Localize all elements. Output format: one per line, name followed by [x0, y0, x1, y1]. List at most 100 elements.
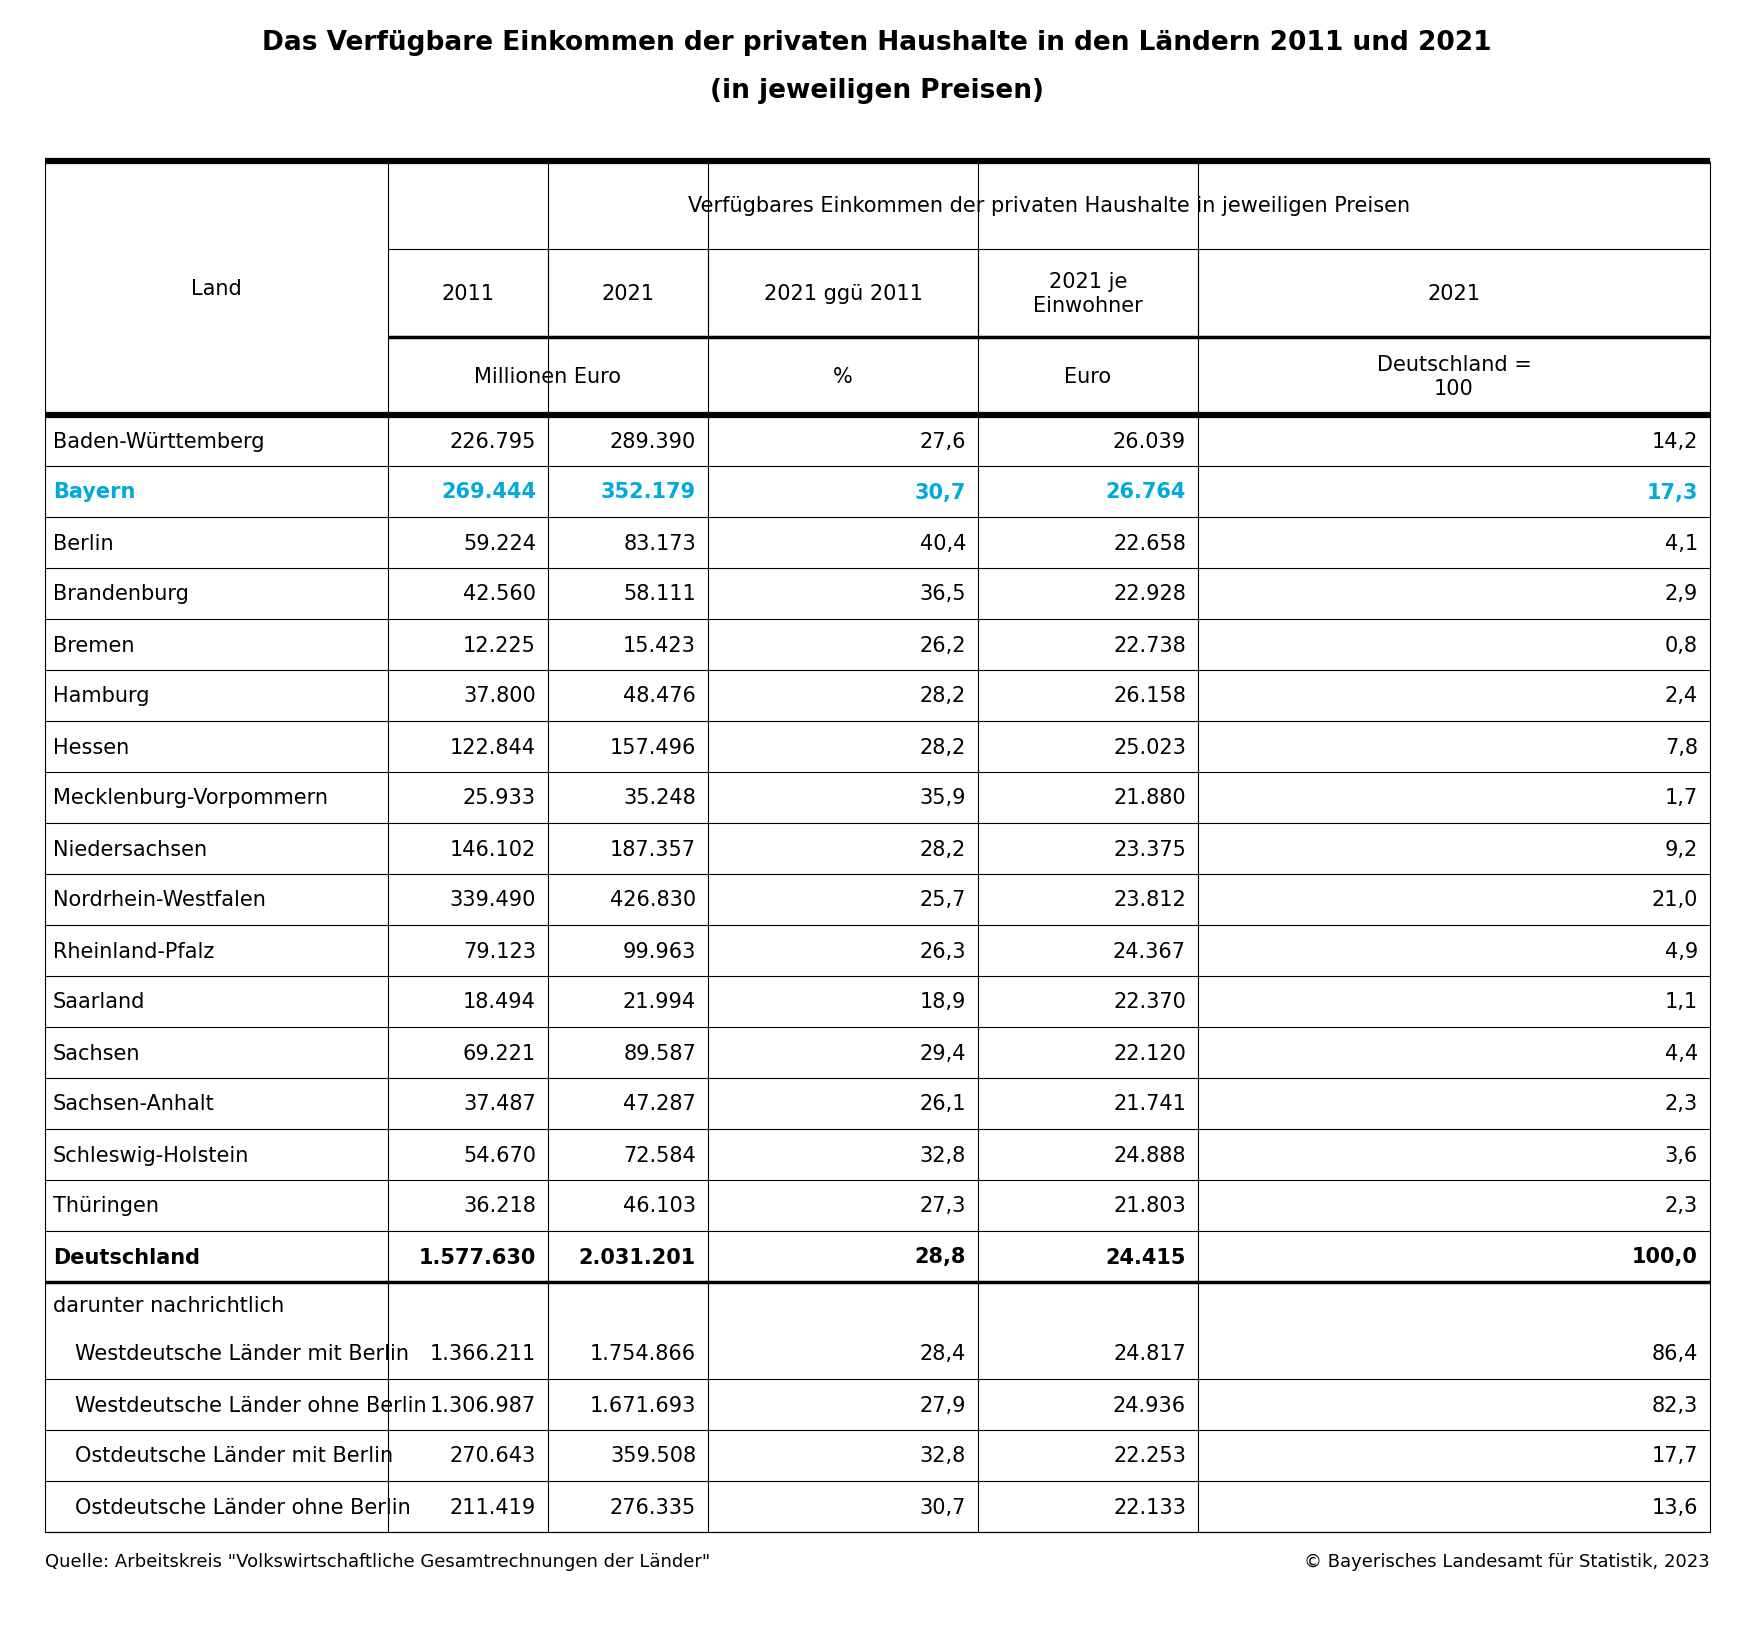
Text: 2,4: 2,4 — [1665, 686, 1698, 705]
Text: 30,7: 30,7 — [919, 1496, 966, 1516]
Text: 21,0: 21,0 — [1652, 890, 1698, 910]
Text: 35,9: 35,9 — [919, 788, 966, 808]
Text: 24.888: 24.888 — [1114, 1145, 1186, 1165]
Text: Mecklenburg-Vorpommern: Mecklenburg-Vorpommern — [53, 788, 328, 808]
Text: Berlin: Berlin — [53, 534, 114, 554]
Text: %: % — [833, 368, 852, 387]
Text: 28,2: 28,2 — [919, 839, 966, 859]
Text: 89.587: 89.587 — [623, 1043, 696, 1063]
Text: 9,2: 9,2 — [1665, 839, 1698, 859]
Text: Deutschland: Deutschland — [53, 1248, 200, 1267]
Text: © Bayerisches Landesamt für Statistik, 2023: © Bayerisches Landesamt für Statistik, 2… — [1305, 1552, 1710, 1571]
Text: 17,7: 17,7 — [1652, 1445, 1698, 1465]
Text: 2021: 2021 — [1428, 283, 1480, 303]
Text: 2,3: 2,3 — [1665, 1094, 1698, 1114]
Text: 40,4: 40,4 — [919, 534, 966, 554]
Text: 1.671.693: 1.671.693 — [589, 1394, 696, 1414]
Text: Hamburg: Hamburg — [53, 686, 149, 705]
Text: 86,4: 86,4 — [1652, 1343, 1698, 1363]
Text: 339.490: 339.490 — [449, 890, 537, 910]
Text: 24.936: 24.936 — [1112, 1394, 1186, 1414]
Text: 21.994: 21.994 — [623, 992, 696, 1012]
Text: 22.253: 22.253 — [1114, 1445, 1186, 1465]
Text: 13,6: 13,6 — [1652, 1496, 1698, 1516]
Text: 79.123: 79.123 — [463, 941, 537, 961]
Text: 24.817: 24.817 — [1114, 1343, 1186, 1363]
Text: Bayern: Bayern — [53, 483, 135, 503]
Text: 26.158: 26.158 — [1114, 686, 1186, 705]
Text: 352.179: 352.179 — [602, 483, 696, 503]
Text: 22.658: 22.658 — [1114, 534, 1186, 554]
Text: 18.494: 18.494 — [463, 992, 537, 1012]
Text: 2,3: 2,3 — [1665, 1196, 1698, 1216]
Text: Verfügbares Einkommen der privaten Haushalte in jeweiligen Preisen: Verfügbares Einkommen der privaten Haush… — [688, 196, 1410, 216]
Text: Rheinland-Pfalz: Rheinland-Pfalz — [53, 941, 214, 961]
Text: 1.754.866: 1.754.866 — [589, 1343, 696, 1363]
Text: 4,1: 4,1 — [1665, 534, 1698, 554]
Text: 69.221: 69.221 — [463, 1043, 537, 1063]
Text: 26.764: 26.764 — [1105, 483, 1186, 503]
Text: 72.584: 72.584 — [623, 1145, 696, 1165]
Text: 22.738: 22.738 — [1114, 634, 1186, 656]
Text: 42.560: 42.560 — [463, 583, 537, 605]
Text: 58.111: 58.111 — [623, 583, 696, 605]
Text: 22.120: 22.120 — [1114, 1043, 1186, 1063]
Text: 2021 ggü 2011: 2021 ggü 2011 — [763, 283, 923, 303]
Text: 83.173: 83.173 — [623, 534, 696, 554]
Text: darunter nachrichtlich: darunter nachrichtlich — [53, 1295, 284, 1315]
Text: 28,2: 28,2 — [919, 737, 966, 756]
Text: Westdeutsche Länder ohne Berlin: Westdeutsche Länder ohne Berlin — [75, 1394, 426, 1414]
Text: 47.287: 47.287 — [623, 1094, 696, 1114]
Text: 2.031.201: 2.031.201 — [579, 1248, 696, 1267]
Text: Bremen: Bremen — [53, 634, 135, 656]
Text: 270.643: 270.643 — [449, 1445, 537, 1465]
Text: 26,2: 26,2 — [919, 634, 966, 656]
Text: 28,8: 28,8 — [914, 1248, 966, 1267]
Text: 27,9: 27,9 — [919, 1394, 966, 1414]
Text: 99.963: 99.963 — [623, 941, 696, 961]
Text: Baden-Württemberg: Baden-Württemberg — [53, 432, 265, 452]
Text: 21.741: 21.741 — [1114, 1094, 1186, 1114]
Text: Brandenburg: Brandenburg — [53, 583, 189, 605]
Text: Sachsen: Sachsen — [53, 1043, 140, 1063]
Text: 46.103: 46.103 — [623, 1196, 696, 1216]
Text: 26,1: 26,1 — [919, 1094, 966, 1114]
Text: 27,6: 27,6 — [919, 432, 966, 452]
Text: 54.670: 54.670 — [463, 1145, 537, 1165]
Text: 187.357: 187.357 — [610, 839, 696, 859]
Text: 0,8: 0,8 — [1665, 634, 1698, 656]
Text: 157.496: 157.496 — [610, 737, 696, 756]
Text: 17,3: 17,3 — [1647, 483, 1698, 503]
Text: 25,7: 25,7 — [919, 890, 966, 910]
Text: 21.880: 21.880 — [1114, 788, 1186, 808]
Text: 12.225: 12.225 — [463, 634, 537, 656]
Text: 2,9: 2,9 — [1665, 583, 1698, 605]
Text: 146.102: 146.102 — [449, 839, 537, 859]
Text: 2021 je
Einwohner: 2021 je Einwohner — [1033, 272, 1144, 315]
Text: Deutschland =
100: Deutschland = 100 — [1377, 356, 1531, 399]
Text: 3,6: 3,6 — [1665, 1145, 1698, 1165]
Text: Nordrhein-Westfalen: Nordrhein-Westfalen — [53, 890, 267, 910]
Text: 1.366.211: 1.366.211 — [430, 1343, 537, 1363]
Text: 276.335: 276.335 — [610, 1496, 696, 1516]
Text: Westdeutsche Länder mit Berlin: Westdeutsche Länder mit Berlin — [75, 1343, 409, 1363]
Text: 426.830: 426.830 — [610, 890, 696, 910]
Text: 27,3: 27,3 — [919, 1196, 966, 1216]
Text: 26,3: 26,3 — [919, 941, 966, 961]
Text: 29,4: 29,4 — [919, 1043, 966, 1063]
Text: 2021: 2021 — [602, 283, 654, 303]
Text: Euro: Euro — [1065, 368, 1112, 387]
Text: 1.577.630: 1.577.630 — [419, 1248, 537, 1267]
Text: 36,5: 36,5 — [919, 583, 966, 605]
Text: 289.390: 289.390 — [610, 432, 696, 452]
Text: 22.133: 22.133 — [1114, 1496, 1186, 1516]
Text: Hessen: Hessen — [53, 737, 130, 756]
Text: 211.419: 211.419 — [449, 1496, 537, 1516]
Text: 22.370: 22.370 — [1114, 992, 1186, 1012]
Text: Sachsen-Anhalt: Sachsen-Anhalt — [53, 1094, 214, 1114]
Text: 23.812: 23.812 — [1114, 890, 1186, 910]
Text: 30,7: 30,7 — [914, 483, 966, 503]
Text: 226.795: 226.795 — [449, 432, 537, 452]
Text: Schleswig-Holstein: Schleswig-Holstein — [53, 1145, 249, 1165]
Text: 4,4: 4,4 — [1665, 1043, 1698, 1063]
